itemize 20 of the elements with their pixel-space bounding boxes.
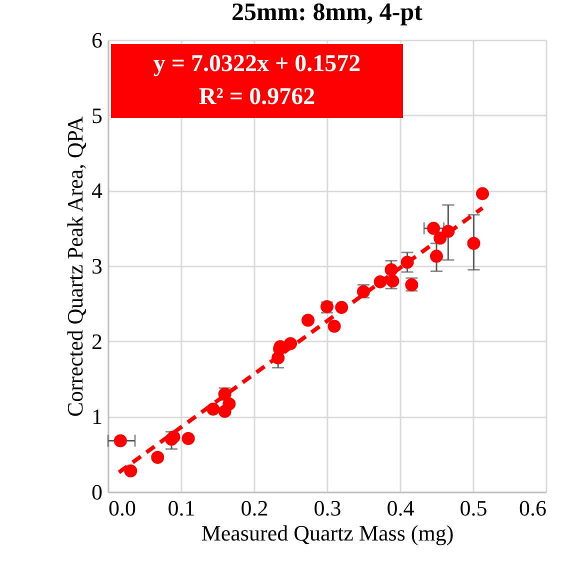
annotation: R² = 0.9762 (198, 83, 316, 112)
equation-box: y = 7.0322x + 0.1572 R² = 0.9762 (111, 44, 403, 118)
y-tick-label: 1 (92, 404, 102, 430)
chart-title: 25mm: 8mm, 4-pt (232, 0, 424, 26)
y-tick-label: 6 (92, 28, 102, 52)
x-tick-label: 0.6 (519, 496, 546, 520)
x-tick-label: 0.5 (460, 496, 488, 520)
y-tick-label: 3 (92, 254, 102, 278)
y-tick-label: 4 (92, 178, 102, 204)
x-axis-title: Measured Quartz Mass (mg) (201, 520, 454, 546)
y-tick-label: 0 (92, 480, 102, 504)
y-tick-label: 2 (92, 328, 102, 354)
x-tick-label: 0.4 (386, 496, 414, 520)
y-axis-title: Corrected Quartz Peak Area, QPA (62, 116, 88, 417)
x-tick-label: 0.3 (314, 496, 342, 520)
x-tick-label: 0.0 (108, 496, 136, 520)
annotation: y = 7.0322x + 0.1572 (152, 50, 362, 79)
y-tick-label: 5 (92, 102, 102, 128)
x-tick-label: 0.1 (168, 496, 196, 520)
x-tick-label: 0.2 (240, 496, 268, 520)
